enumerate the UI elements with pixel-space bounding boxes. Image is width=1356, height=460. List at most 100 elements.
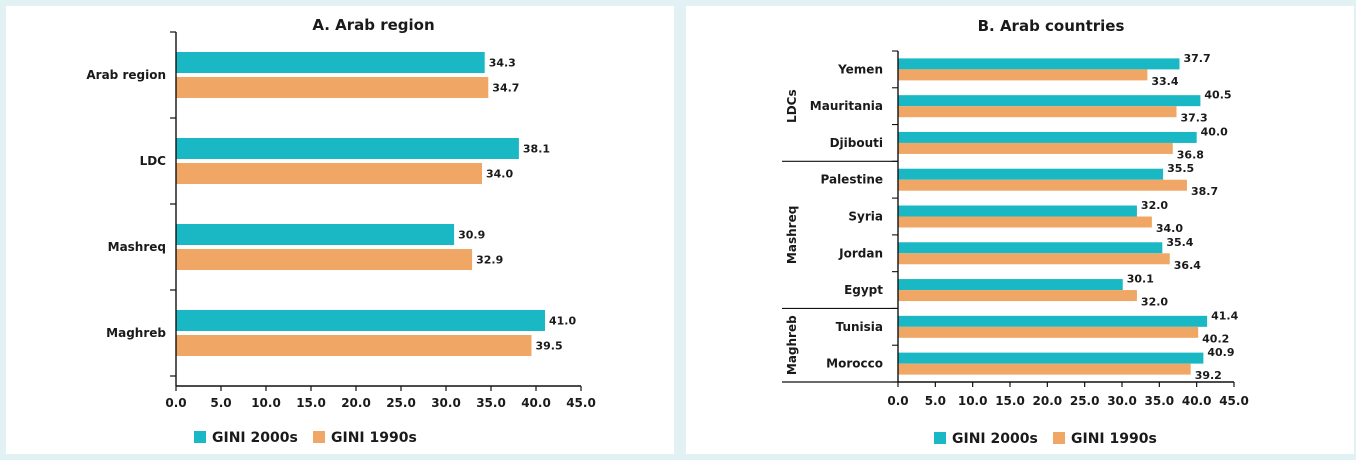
data-label-gini-2000s-egypt: 30.1 [1127,273,1154,286]
legend-label-gini-2000s: GINI 2000s [952,431,1038,447]
data-label-gini-1990s-djibouti: 36.8 [1177,148,1204,161]
data-label-gini-1990s-mashreq: 32.9 [476,254,503,267]
bar-gini-2000s-yemen [898,58,1180,70]
chart-panel-arab-region: A. Arab region 34.3 34.7 Arab region 38.1 34.… [6,6,674,454]
legend-swatch-gini-1990s [1053,432,1065,444]
data-label-gini-1990s-arab-region: 34.7 [492,82,519,95]
data-label-gini-2000s-jordan: 35.4 [1166,236,1193,249]
legend-swatch-gini-1990s [313,431,325,443]
bar-gini-2000s-mauritania [898,95,1201,107]
category-label-egypt: Egypt [844,283,883,297]
data-label-gini-2000s-palestine: 35.5 [1167,162,1194,175]
data-label-gini-1990s-egypt: 32.0 [1141,296,1168,309]
x-tick-label: 40.0 [1182,394,1212,408]
bar-gini-2000s-egypt [898,279,1123,291]
bar-gini-2000s-maghreb [176,310,545,331]
chart-panel-arab-countries: B. Arab countries 37.7 33.4 Yemen 40.5 37.3 Ma… [686,6,1354,454]
category-label-ldc: LDC [140,154,167,168]
bar-gini-1990s-mauritania [898,106,1177,118]
bar-gini-1990s-jordan [898,253,1170,265]
category-label-maghreb: Maghreb [106,326,166,340]
x-tick-label: 0.0 [887,394,908,408]
legend-swatch-gini-2000s [194,431,206,443]
category-label-jordan: Jordan [838,246,883,260]
category-label-mashreq: Mashreq [108,240,166,254]
chart-title: B. Arab countries [978,17,1125,35]
data-label-gini-1990s-morocco: 39.2 [1195,369,1222,382]
x-tick-label: 35.0 [1145,394,1175,408]
data-label-gini-2000s-maghreb: 41.0 [549,315,576,328]
data-label-gini-2000s-mauritania: 40.5 [1204,89,1231,102]
chart-arab-countries: B. Arab countries 37.7 33.4 Yemen 40.5 37.3 Ma… [782,17,1249,447]
x-tick-label: 40.0 [521,396,551,410]
bar-gini-2000s-djibouti [898,131,1197,143]
group-label-maghreb: Maghreb [785,315,799,375]
bar-gini-1990s-palestine [898,179,1187,191]
bar-gini-2000s-palestine [898,168,1164,180]
category-label-yemen: Yemen [837,62,883,76]
data-label-gini-1990s-maghreb: 39.5 [536,340,563,353]
data-label-gini-1990s-mauritania: 37.3 [1181,112,1208,125]
bar-gini-1990s-syria [898,216,1152,228]
data-label-gini-1990s-ldc: 34.0 [486,168,513,181]
bar-gini-2000s-syria [898,205,1137,217]
x-tick-label: 25.0 [386,396,416,410]
data-label-gini-1990s-jordan: 36.4 [1174,259,1201,272]
category-label-palestine: Palestine [821,173,884,187]
x-tick-label: 25.0 [1070,394,1100,408]
x-tick-label: 10.0 [251,396,281,410]
x-tick-label: 20.0 [341,396,371,410]
bar-gini-1990s-mashreq [176,249,473,270]
bar-gini-1990s-egypt [898,290,1137,302]
bar-gini-1990s-morocco [898,363,1191,375]
x-tick-label: 15.0 [995,394,1025,408]
bar-gini-1990s-yemen [898,69,1148,81]
x-tick-label: 5.0 [925,394,946,408]
data-label-gini-2000s-arab-region: 34.3 [489,57,516,70]
data-label-gini-2000s-ldc: 38.1 [523,143,550,156]
bar-gini-1990s-tunisia [898,326,1199,338]
data-label-gini-2000s-syria: 32.0 [1141,199,1168,212]
data-label-gini-2000s-tunisia: 41.4 [1211,309,1238,322]
chart-title: A. Arab region [312,16,434,34]
bar-gini-1990s-maghreb [176,335,532,356]
x-tick-label: 30.0 [431,396,461,410]
data-label-gini-1990s-tunisia: 40.2 [1202,332,1229,345]
bar-gini-1990s-arab-region [176,77,489,98]
bar-gini-2000s-mashreq [176,224,455,245]
legend-label-gini-2000s: GINI 2000s [212,430,298,446]
category-label-mauritania: Mauritania [810,99,883,113]
category-label-tunisia: Tunisia [836,320,883,334]
bar-gini-2000s-morocco [898,352,1204,364]
data-label-gini-2000s-yemen: 37.7 [1183,52,1210,65]
group-label-ldcs: LDCs [785,89,799,123]
x-tick-label: 5.0 [210,396,231,410]
bar-gini-1990s-ldc [176,163,482,184]
data-label-gini-2000s-morocco: 40.9 [1207,346,1234,359]
x-tick-label: 20.0 [1033,394,1063,408]
x-tick-label: 35.0 [476,396,506,410]
bar-gini-2000s-ldc [176,138,519,159]
bar-gini-2000s-arab-region [176,52,485,73]
x-tick-label: 10.0 [958,394,988,408]
chart-arab-region: A. Arab region 34.3 34.7 Arab region 38.1 34.… [86,16,596,446]
group-label-mashreq: Mashreq [785,206,799,264]
data-label-gini-2000s-djibouti: 40.0 [1201,125,1228,138]
x-tick-label: 45.0 [1219,394,1249,408]
x-tick-label: 45.0 [566,396,596,410]
data-label-gini-2000s-mashreq: 30.9 [458,229,485,242]
legend-label-gini-1990s: GINI 1990s [1071,431,1157,447]
category-label-syria: Syria [848,210,883,224]
data-label-gini-1990s-syria: 34.0 [1156,222,1183,235]
legend-label-gini-1990s: GINI 1990s [331,430,417,446]
category-label-morocco: Morocco [826,357,883,371]
x-tick-label: 0.0 [165,396,186,410]
data-label-gini-1990s-yemen: 33.4 [1151,75,1178,88]
data-label-gini-1990s-palestine: 38.7 [1191,185,1218,198]
legend-swatch-gini-2000s [934,432,946,444]
x-tick-label: 15.0 [296,396,326,410]
bar-gini-2000s-jordan [898,242,1163,254]
category-label-arab-region: Arab region [86,68,166,82]
category-label-djibouti: Djibouti [830,136,883,150]
bar-gini-1990s-djibouti [898,142,1173,154]
